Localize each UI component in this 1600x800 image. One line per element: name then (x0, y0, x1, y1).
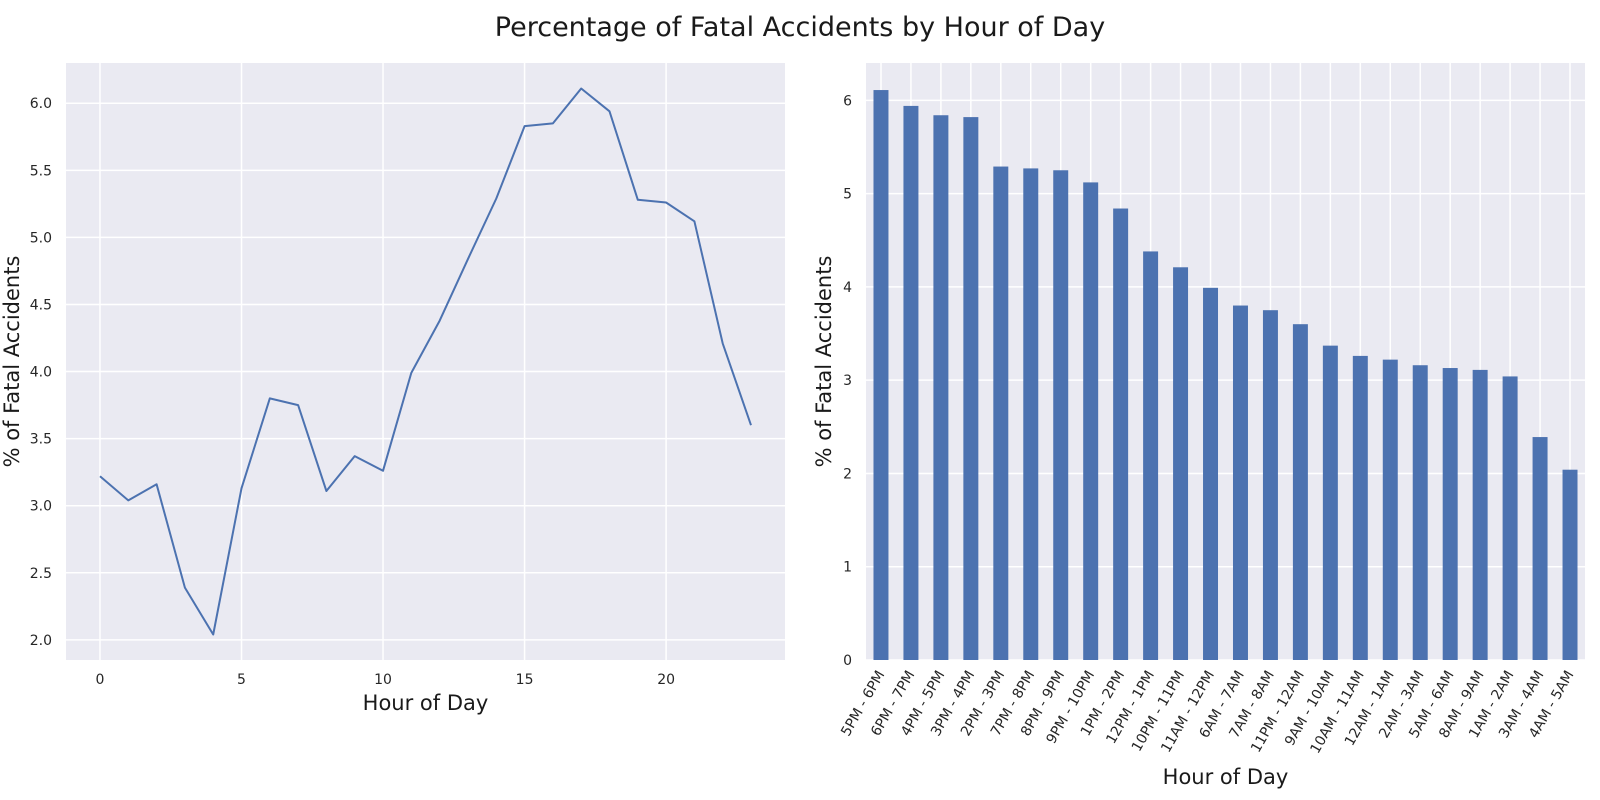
line-chart-y-tick-label: 3.5 (30, 432, 52, 448)
line-chart-y-tick-label: 2.5 (30, 566, 52, 582)
bar-19 (1442, 368, 1458, 660)
bar-22 (1532, 437, 1548, 660)
line-chart-y-tick-label: 2.0 (30, 633, 52, 649)
bar-chart-y-tick-label: 1 (843, 560, 852, 576)
bar-chart-x-axis-label: Hour of Day (1163, 765, 1289, 789)
bar-23 (1562, 469, 1578, 660)
line-chart-series (99, 87, 752, 636)
bar-18 (1412, 365, 1428, 660)
bar-chart-y-tick-label: 4 (843, 280, 852, 296)
bar-20 (1472, 369, 1488, 660)
line-chart-y-tick-label: 6.0 (30, 96, 52, 112)
line-chart-tick-labels: 0 5 10 15 20 2.0 2.5 3.0 3.5 4.0 4.5 5.0 5.5 6.0 (30, 96, 675, 688)
bar-5 (1023, 168, 1039, 660)
bar-chart-plot-area (866, 63, 1585, 660)
line-chart-y-tick-label: 5.0 (30, 230, 52, 246)
line-chart-gridlines (66, 63, 785, 660)
bar-3 (963, 117, 979, 660)
bar-12 (1232, 305, 1248, 660)
line-chart-y-tick-label: 4.5 (30, 297, 52, 313)
figure-title: Percentage of Fatal Accidents by Hour of… (495, 12, 1105, 43)
line-series-path (99, 87, 752, 636)
bar-13 (1262, 310, 1278, 660)
bar-1 (903, 105, 919, 661)
bar-chart-y-tick-label: 0 (843, 653, 852, 669)
line-chart-x-tick-label: 5 (237, 672, 246, 688)
bar-17 (1382, 359, 1398, 660)
bar-chart-y-tick-label: 5 (843, 187, 852, 203)
line-chart-y-tick-label: 4.0 (30, 365, 52, 381)
bar-15 (1322, 345, 1338, 660)
bar-chart-y-axis-label: % of Fatal Accidents (812, 256, 836, 468)
bar-9 (1143, 251, 1159, 660)
bar-chart-y-tick-label: 2 (843, 466, 852, 482)
line-chart-y-tick-label: 3.0 (30, 499, 52, 515)
bar-10 (1173, 267, 1189, 660)
bar-0 (873, 90, 889, 660)
line-chart-x-tick-label: 10 (374, 672, 392, 688)
line-chart-y-tick-label: 5.5 (30, 163, 52, 179)
bar-14 (1292, 324, 1308, 660)
bar-chart-y-tick-label: 6 (843, 93, 852, 109)
bar-16 (1352, 355, 1368, 660)
bar-chart-bars (873, 90, 1578, 661)
bar-11 (1203, 287, 1219, 660)
line-chart-x-tick-label: 0 (96, 672, 105, 688)
bar-chart-y-tick-label: 3 (843, 373, 852, 389)
bar-2 (933, 115, 949, 661)
line-chart-x-tick-label: 15 (516, 672, 534, 688)
bar-7 (1083, 182, 1099, 660)
bar-21 (1502, 376, 1518, 660)
bar-8 (1113, 208, 1129, 661)
line-chart-y-axis-label: % of Fatal Accidents (0, 256, 24, 468)
line-chart: 0 5 10 15 20 2.0 2.5 3.0 3.5 4.0 4.5 5.0 5.5 6.0 Hour… (0, 63, 785, 715)
line-chart-x-tick-label: 20 (657, 672, 675, 688)
line-chart-plot-area (66, 63, 785, 660)
bar-4 (993, 166, 1009, 661)
bar-6 (1053, 170, 1069, 660)
line-chart-x-axis-label: Hour of Day (363, 691, 489, 715)
